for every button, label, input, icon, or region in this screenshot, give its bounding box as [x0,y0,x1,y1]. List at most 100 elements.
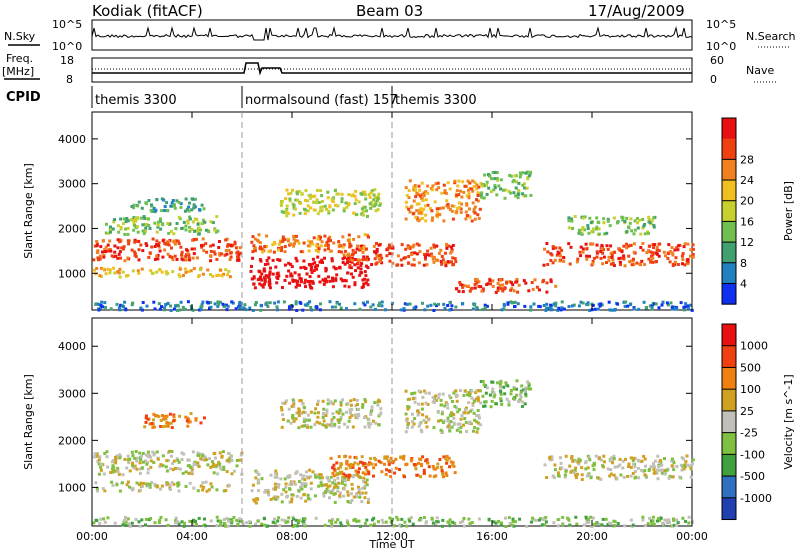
data-cell [316,255,320,259]
data-cell [415,209,419,213]
data-cell [227,248,231,252]
data-cell [602,460,606,464]
data-cell [351,248,355,252]
data-cell [516,302,520,306]
data-cell [167,243,171,247]
data-cell [400,517,404,521]
data-cell [155,450,159,454]
data-cell [214,230,218,234]
data-cell [225,470,229,474]
data-cell [205,489,209,493]
data-cell [437,186,441,190]
data-cell [410,425,414,429]
data-cell [129,218,133,222]
data-cell [162,308,166,312]
data-cell [498,284,502,287]
data-cell [630,229,634,233]
data-cell [173,254,177,258]
data-cell [548,455,552,459]
data-cell [445,474,449,477]
data-cell [274,265,278,269]
data-cell [468,421,472,425]
data-cell [333,469,337,473]
data-cell [290,404,294,408]
data-cell [467,188,470,192]
data-cell [655,252,659,256]
data-cell [185,419,189,423]
data-cell [102,517,105,521]
data-cell [409,205,413,209]
data-cell [376,196,380,200]
data-cell [496,286,500,290]
data-cell [407,207,411,211]
data-cell [412,243,416,247]
data-cell [305,272,309,276]
data-cell [511,180,515,184]
data-cell [201,488,205,492]
data-cell [224,489,228,492]
data-cell [110,254,114,258]
data-cell [310,308,314,312]
data-cell [432,426,436,430]
data-cell [395,515,399,519]
data-cell [563,473,567,477]
data-cell [188,258,192,262]
data-cell [556,308,560,312]
data-cell [545,242,549,245]
data-cell [192,203,196,207]
data-cell [445,461,449,465]
data-cell [353,302,357,306]
data-cell [463,408,467,411]
data-cell [456,206,459,210]
data-cell [278,258,282,262]
data-cell [299,473,303,477]
data-cell [132,228,136,232]
data-cell [123,300,127,304]
data-cell [274,469,278,473]
data-cell [277,274,281,278]
data-cell [492,395,496,399]
data-cell [216,519,220,523]
data-cell [315,264,319,268]
data-cell [586,224,590,228]
data-cell [373,250,376,254]
data-cell [176,239,180,243]
data-cell [685,258,689,262]
data-cell [481,394,485,398]
data-cell [206,463,210,467]
data-cell [393,524,397,528]
data-cell [440,255,444,258]
data-cell [651,251,655,255]
data-cell [339,403,343,407]
data-cell [315,420,319,424]
data-cell [670,305,674,309]
data-cell [145,461,149,464]
data-cell [337,411,341,415]
data-cell [393,471,397,475]
data-cell [292,402,296,405]
data-cell [449,420,453,424]
data-cell [417,243,421,247]
colorbar-segment [722,389,736,412]
data-cell [355,398,359,402]
data-cell [201,300,205,304]
data-cell [435,244,439,248]
data-cell [299,280,303,284]
data-cell [633,228,637,232]
data-cell [203,524,207,528]
data-cell [374,463,378,467]
data-cell [294,198,298,202]
data-cell [581,216,585,220]
data-cell [495,193,499,197]
data-cell [101,487,105,491]
data-cell [167,231,171,235]
data-cell [228,456,232,460]
data-cell [346,493,350,497]
data-cell [684,302,688,306]
freq-trace [92,62,692,76]
data-cell [341,476,345,479]
data-cell [385,456,389,460]
data-cell [671,251,674,255]
data-cell [572,471,576,475]
data-cell [436,181,440,185]
